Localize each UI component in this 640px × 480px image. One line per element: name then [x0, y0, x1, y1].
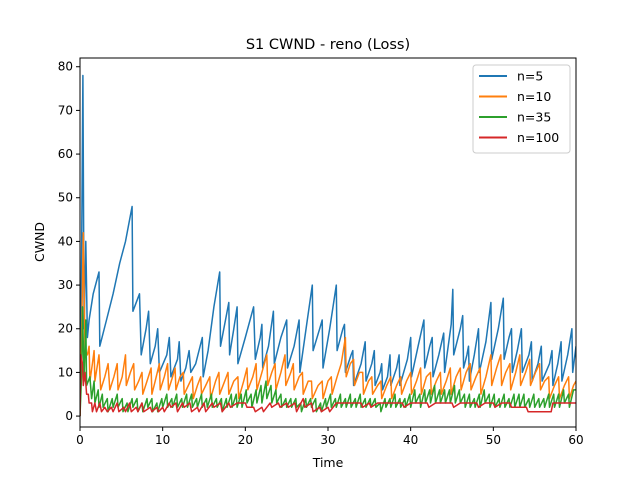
legend-label: n=100: [517, 130, 559, 145]
legend: n=5 n=10 n=35 n=100: [472, 64, 571, 154]
y-tick-label: 70: [58, 103, 73, 117]
y-tick-label: 80: [58, 60, 73, 74]
series-layer: [80, 74, 576, 417]
y-axis-ticks: 0 10 20 30 40 50 60 70 80: [58, 60, 80, 423]
series-line-n=10: [80, 231, 576, 417]
series-line-n=5: [80, 74, 576, 417]
x-tick-label: 30: [320, 433, 335, 447]
y-axis-label: CWND: [32, 222, 47, 262]
series-line-n=35: [80, 306, 576, 417]
x-axis-ticks: 0 10 20 30 40 50 60: [76, 427, 584, 447]
y-tick-label: 30: [58, 278, 73, 292]
y-tick-label: 60: [58, 147, 73, 161]
legend-label: n=5: [517, 69, 543, 84]
x-tick-label: 20: [238, 433, 253, 447]
x-tick-label: 10: [155, 433, 170, 447]
legend-label: n=10: [517, 89, 551, 104]
series-line-n=100: [80, 354, 576, 417]
x-axis-label: Time: [312, 455, 344, 470]
y-tick-label: 0: [65, 409, 73, 423]
y-tick-label: 50: [58, 191, 73, 205]
x-tick-label: 40: [403, 433, 418, 447]
x-tick-label: 50: [486, 433, 501, 447]
x-tick-label: 60: [568, 433, 583, 447]
x-tick-label: 0: [76, 433, 84, 447]
y-tick-label: 10: [58, 365, 73, 379]
y-tick-label: 20: [58, 322, 73, 336]
y-tick-label: 40: [58, 234, 73, 248]
legend-box: [472, 64, 571, 154]
legend-label: n=35: [517, 110, 551, 125]
chart-title: S1 CWND - reno (Loss): [246, 37, 410, 53]
